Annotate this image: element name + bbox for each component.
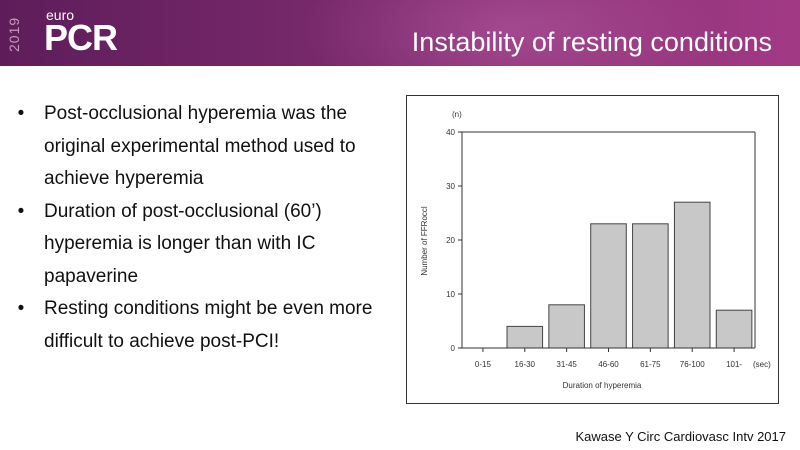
logo-pcr-text: PCR	[44, 17, 118, 58]
x-tick-label: 16-30	[515, 360, 536, 369]
y-tick-label: 20	[446, 236, 455, 245]
citation: Kawase Y Circ Cardiovasc Intv 2017	[575, 429, 786, 444]
y-tick-label: 40	[446, 128, 455, 137]
y-axis-title: Number of FFRoccl	[420, 206, 429, 276]
bar-101-	[715, 309, 753, 349]
x-axis-title: Duration of hyperemia	[563, 381, 642, 390]
bar-31-45	[548, 304, 585, 349]
bullet-marker: •	[17, 298, 25, 319]
bullet-item: • Duration of post-occlusional (60’) hyp…	[14, 196, 384, 294]
chart-frame: (n) Number of FFRoccl 0 10 20 30 40 0-15 16-3…	[406, 95, 779, 404]
bar-chart: (n) Number of FFRoccl 0 10 20 30 40 0-15 16-3…	[420, 110, 771, 390]
bullet-text: Post-occlusional hyperemia was the origi…	[44, 103, 356, 189]
bullet-marker: •	[17, 200, 25, 222]
logo-euro-text: euro	[46, 7, 75, 23]
x-tick-label: 61-75	[640, 360, 661, 369]
slide-header: 2019 euro PCR Instability of resting con…	[0, 0, 800, 66]
event-year: 2019	[6, 16, 22, 52]
bullet-text: Duration of post-occlusional (60’) hyper…	[44, 200, 322, 287]
bar-46-60	[590, 223, 627, 349]
x-ticks: 0-15 16-30 31-45 46-60 61-75 76-100 101-	[475, 348, 742, 369]
bullet-marker: •	[17, 103, 25, 124]
bar-16-30	[506, 325, 544, 349]
x-tick-label: 101-	[726, 360, 742, 369]
y-ticks: 0 10 20 30 40	[446, 128, 462, 353]
header-glow	[300, 0, 720, 66]
x-tick-label: 31-45	[556, 360, 577, 369]
slide-title: Instability of resting conditions	[411, 27, 772, 57]
x-tick-label: 0-15	[475, 360, 492, 369]
y-tick-label: 0	[451, 344, 456, 353]
y-tick-label: 10	[446, 290, 455, 299]
y-unit-label: (n)	[452, 110, 462, 119]
bar-76-100	[673, 201, 711, 349]
x-tick-label: 46-60	[598, 360, 619, 369]
y-tick-label: 30	[446, 182, 455, 191]
bars	[506, 201, 753, 349]
bullet-item: • Resting conditions might be even more …	[14, 293, 384, 358]
bullet-text: Resting conditions might be even more di…	[44, 298, 373, 352]
x-unit-label: (sec)	[753, 360, 771, 369]
bullet-item: • Post-occlusional hyperemia was the ori…	[14, 98, 384, 196]
bar-61-75	[632, 223, 669, 349]
bullet-list: • Post-occlusional hyperemia was the ori…	[14, 98, 384, 358]
x-tick-label: 76-100	[680, 360, 705, 369]
